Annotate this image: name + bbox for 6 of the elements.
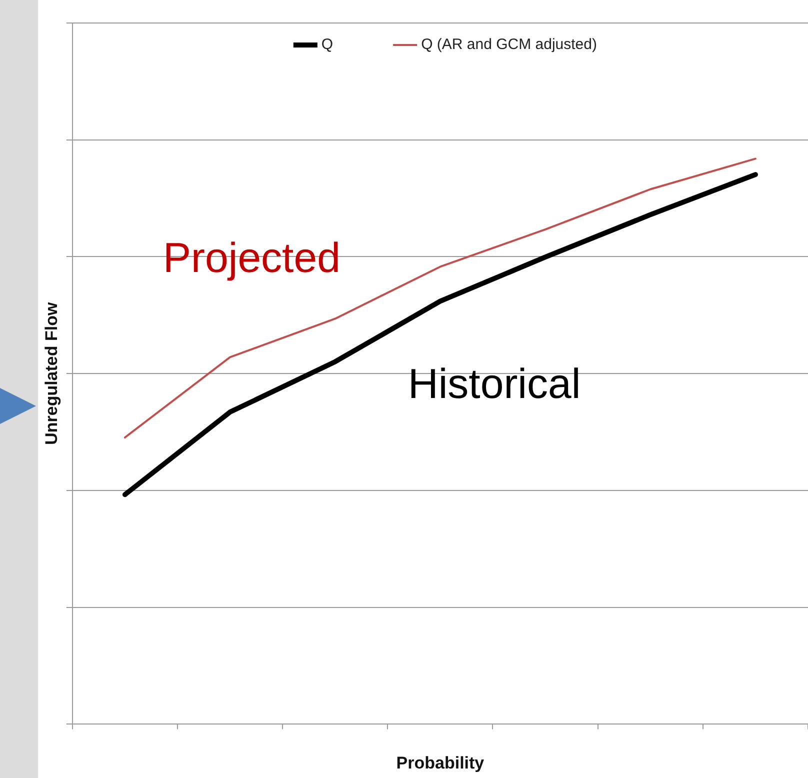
annotation: Projected [163,234,340,281]
y-axis-title: Unregulated Flow [42,302,61,445]
legend-label: Q (AR and GCM adjusted) [421,36,597,54]
legend-label: Q [321,36,334,54]
annotation: Historical [408,360,581,407]
x-axis-title: Probability [396,753,485,772]
